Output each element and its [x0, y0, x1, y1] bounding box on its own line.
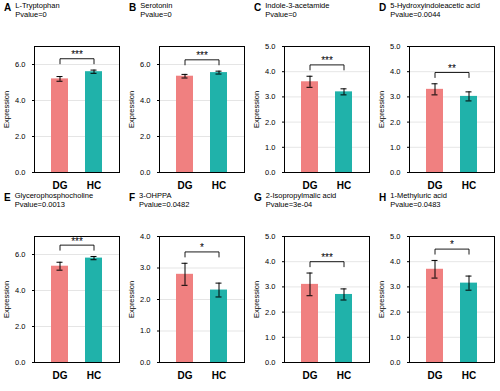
svg-text:HC: HC	[212, 370, 226, 381]
svg-text:4.0: 4.0	[265, 67, 275, 76]
svg-text:2.0: 2.0	[15, 132, 25, 141]
svg-text:4.0: 4.0	[265, 257, 275, 266]
html-text:G 2-Isopropylmalic acid: G 2-Isopropylmalic acid	[254, 191, 337, 203]
svg-text:1.0: 1.0	[265, 333, 275, 342]
svg-text:*: *	[450, 239, 454, 250]
svg-text:***: ***	[71, 236, 83, 247]
svg-text:2.0: 2.0	[390, 118, 400, 127]
svg-text:4.0: 4.0	[390, 67, 400, 76]
svg-text:0.0: 0.0	[15, 168, 25, 177]
svg-text:3.0: 3.0	[265, 282, 275, 291]
svg-text:2.0: 2.0	[140, 132, 150, 141]
svg-text:DG: DG	[303, 180, 318, 191]
svg-text:4.0: 4.0	[15, 286, 25, 295]
svg-text:DG: DG	[178, 370, 193, 381]
svg-text:0.0: 0.0	[265, 168, 275, 177]
svg-text:6.0: 6.0	[15, 60, 25, 69]
svg-text:Expression: Expression	[252, 91, 261, 128]
html-text:F 3-OHPPA: F 3-OHPPA	[129, 191, 172, 203]
svg-text:2.0: 2.0	[390, 308, 400, 317]
svg-text:Expression: Expression	[2, 281, 11, 318]
html-text:Pvalue=0: Pvalue=0	[265, 9, 297, 19]
svg-text:2.0: 2.0	[265, 308, 275, 317]
html-text:Pvalue=0.0044: Pvalue=0.0044	[390, 9, 441, 19]
svg-text:2.0: 2.0	[15, 322, 25, 331]
svg-text:DG: DG	[428, 370, 443, 381]
svg-text:0.0: 0.0	[390, 168, 400, 177]
svg-text:HC: HC	[462, 180, 476, 191]
svg-text:Expression: Expression	[377, 91, 386, 128]
html-text:C Indole-3-acetamide: C Indole-3-acetamide	[254, 1, 330, 13]
svg-text:4.0: 4.0	[140, 96, 150, 105]
svg-text:***: ***	[321, 55, 333, 66]
svg-text:DG: DG	[178, 180, 193, 191]
svg-text:HC: HC	[337, 370, 351, 381]
svg-text:3.0: 3.0	[265, 92, 275, 101]
html-text:B Serotonin: B Serotonin	[129, 1, 173, 13]
svg-text:0.0: 0.0	[140, 358, 150, 367]
svg-text:**: **	[448, 63, 456, 74]
html-text:Pvalue=0: Pvalue=0	[15, 9, 47, 19]
svg-text:Expression: Expression	[127, 91, 136, 128]
svg-text:3.0: 3.0	[390, 92, 400, 101]
svg-text:DG: DG	[53, 180, 68, 191]
svg-text:4.0: 4.0	[15, 96, 25, 105]
svg-text:Expression: Expression	[252, 281, 261, 318]
svg-text:2.0: 2.0	[265, 118, 275, 127]
svg-text:Expression: Expression	[377, 281, 386, 318]
html-text:E Glycerophosphocholine: E Glycerophosphocholine	[4, 191, 94, 203]
html-text:Pvalue=0.0013: Pvalue=0.0013	[14, 199, 65, 209]
svg-text:4.0: 4.0	[140, 232, 150, 241]
svg-text:1.0: 1.0	[140, 326, 150, 335]
html-text:Pvalue=0: Pvalue=0	[140, 9, 172, 19]
svg-text:3.0: 3.0	[390, 282, 400, 291]
html-text:A L-Tryptophan: A L-Tryptophan	[4, 1, 60, 13]
svg-text:Expression: Expression	[2, 91, 11, 128]
svg-text:1.0: 1.0	[390, 333, 400, 342]
svg-text:HC: HC	[212, 180, 226, 191]
svg-text:*: *	[200, 242, 204, 253]
svg-text:DG: DG	[53, 370, 68, 381]
svg-text:1.0: 1.0	[265, 143, 275, 152]
svg-text:0.0: 0.0	[140, 168, 150, 177]
svg-text:HC: HC	[462, 370, 476, 381]
svg-text:1.0: 1.0	[390, 143, 400, 152]
svg-text:0.0: 0.0	[390, 358, 400, 367]
svg-text:DG: DG	[303, 370, 318, 381]
svg-text:HC: HC	[337, 180, 351, 191]
svg-text:***: ***	[196, 50, 208, 61]
svg-text:6.0: 6.0	[140, 60, 150, 69]
svg-text:***: ***	[71, 49, 83, 60]
html-text:Pvalue=3e-04: Pvalue=3e-04	[265, 199, 313, 209]
svg-text:2.0: 2.0	[140, 295, 150, 304]
html-text:Pvalue=0.0482: Pvalue=0.0482	[139, 199, 190, 209]
svg-text:HC: HC	[87, 370, 101, 381]
svg-text:Expression: Expression	[127, 281, 136, 318]
svg-text:5.0: 5.0	[390, 232, 400, 241]
html-text:D 5-Hydroxyindoleacetic acid: D 5-Hydroxyindoleacetic acid	[379, 1, 480, 13]
svg-text:HC: HC	[87, 180, 101, 191]
svg-text:***: ***	[321, 252, 333, 263]
svg-text:5.0: 5.0	[265, 232, 275, 241]
svg-text:3.0: 3.0	[140, 263, 150, 272]
html-text:Pvalue=0.0483: Pvalue=0.0483	[390, 199, 441, 209]
svg-text:0.0: 0.0	[15, 358, 25, 367]
svg-text:6.0: 6.0	[15, 250, 25, 259]
svg-text:5.0: 5.0	[390, 42, 400, 51]
svg-text:0.0: 0.0	[265, 358, 275, 367]
svg-text:5.0: 5.0	[265, 42, 275, 51]
svg-text:DG: DG	[428, 180, 443, 191]
html-text:H 1-Methyluric acid: H 1-Methyluric acid	[379, 191, 447, 203]
svg-text:4.0: 4.0	[390, 257, 400, 266]
